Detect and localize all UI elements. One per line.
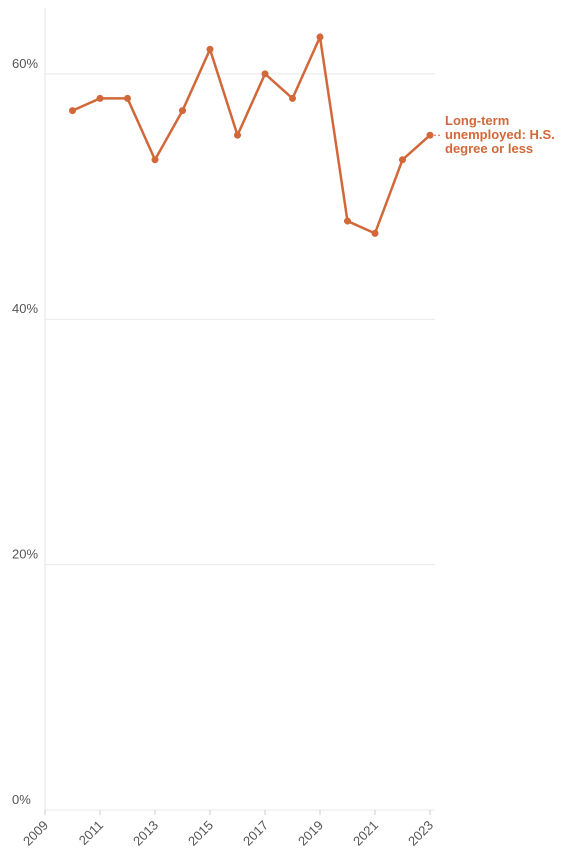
point [124,94,131,102]
y-tick-label: 20% [12,547,38,562]
x-tick-label: 2017 [240,818,271,849]
x-tick-label: 2011 [76,818,106,848]
point [206,45,214,53]
point [344,217,351,225]
point [371,229,379,237]
point [399,156,406,164]
y-tick-label: 60% [12,56,38,71]
point [261,70,269,78]
y-tick-label: 40% [12,301,38,316]
y-tick-label: 0% [12,792,31,807]
point [151,156,159,164]
point [316,33,324,41]
point [234,131,241,139]
series-label: Long-term unemployed: H.S. degree or les… [445,113,555,156]
series-line [71,32,431,236]
x-tick-label: 2023 [405,818,436,849]
point [179,107,186,115]
point [96,94,104,102]
x-tick-label: 2015 [185,818,216,849]
x-tick-label: 2013 [130,818,161,849]
point [289,94,296,102]
point [426,131,434,139]
x-tick-label: 2019 [295,818,326,849]
x-tick-label: 2009 [20,818,51,849]
x-tick-label: 2021 [350,818,381,849]
point [69,107,76,115]
